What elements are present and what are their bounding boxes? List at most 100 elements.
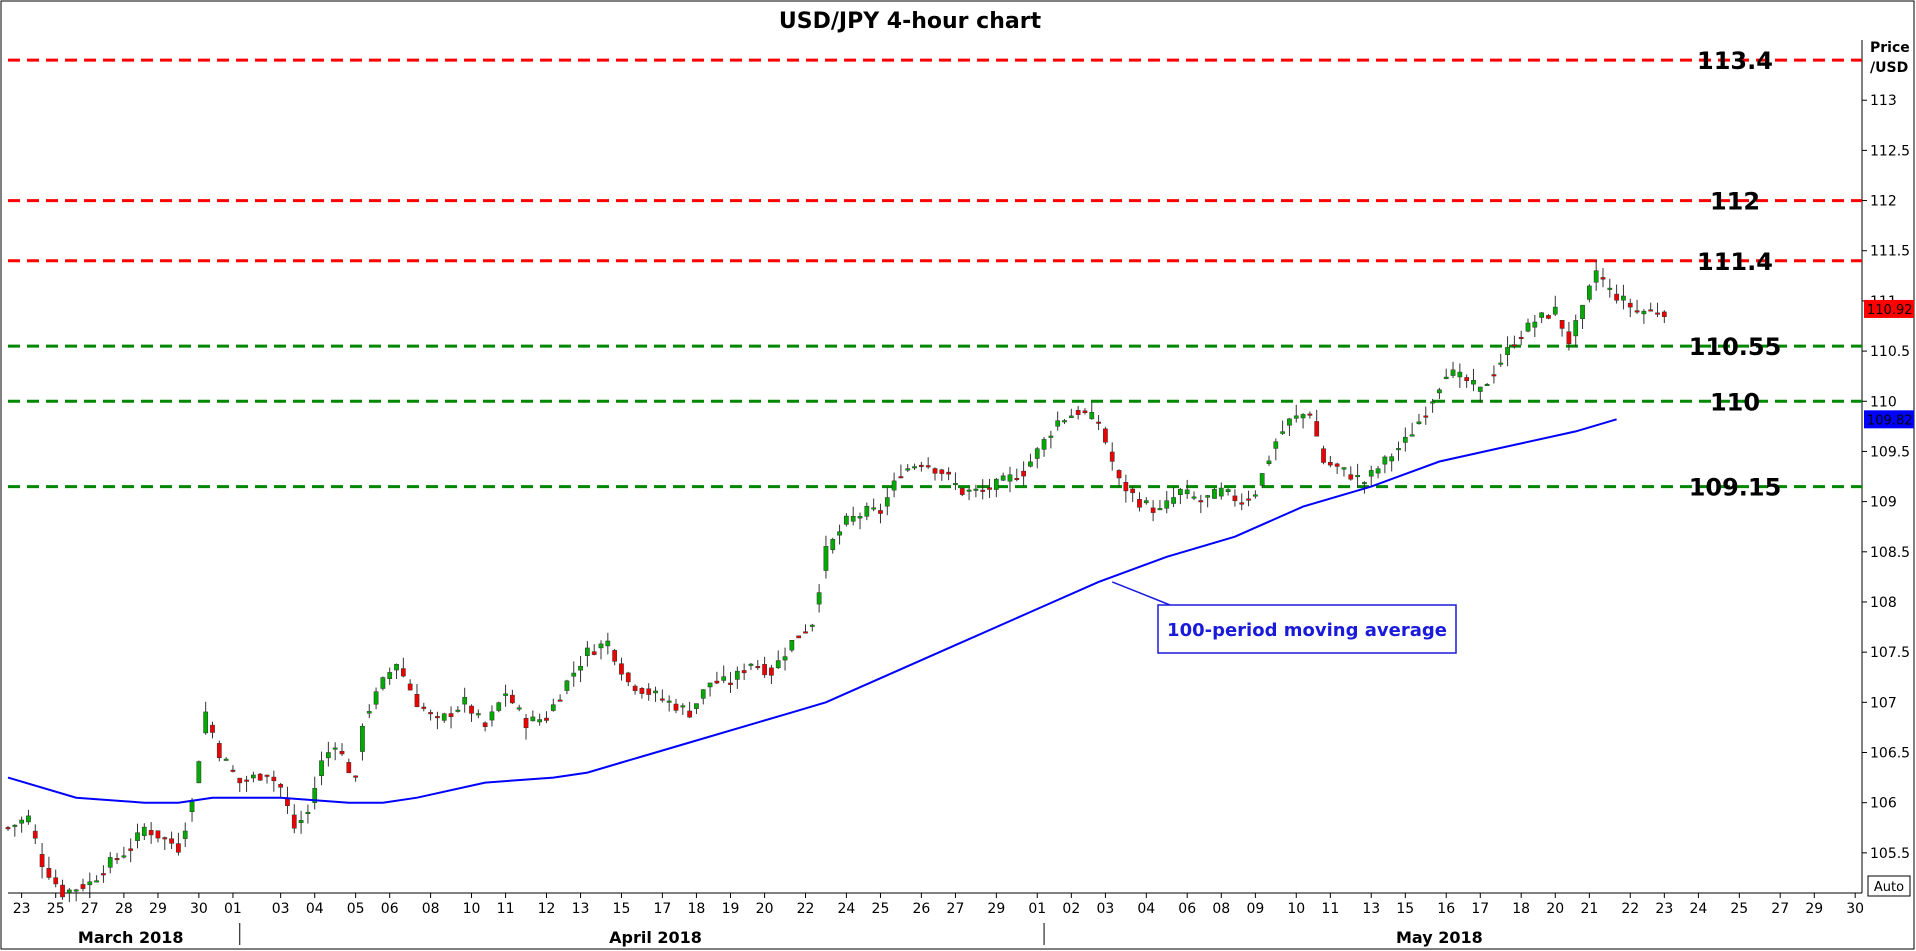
candle-body [305,811,311,814]
x-tick-label: 20 [756,901,774,917]
candle-body [1096,421,1101,424]
candle-body [1300,414,1306,419]
candle-body [523,718,529,729]
candle-body [155,830,161,839]
y-tick-label: 112.5 [1870,143,1910,159]
x-tick-label: 06 [381,901,399,917]
candle-body [196,761,202,784]
candle-body [1239,502,1245,505]
y-axis-title: Price [1870,40,1910,56]
x-tick-label: 05 [347,901,365,917]
x-tick-label: 04 [306,901,324,917]
candle-body [680,705,686,708]
candle-body [1062,420,1067,423]
candle-body [5,827,11,830]
candle-body [1505,347,1510,355]
candle-body [878,510,883,514]
candle-body [1518,336,1524,339]
candle-body [414,694,420,708]
candle-body [1150,507,1156,513]
candle-body [1443,376,1449,380]
candle-body [223,758,229,761]
y-tick-label: 106 [1870,796,1897,812]
x-tick-label: 26 [912,901,930,917]
x-tick-label: 29 [149,901,167,917]
candle-body [1409,434,1415,437]
candle-body [550,704,556,711]
candle-body [339,750,345,755]
candle-body [1607,287,1613,290]
candle-body [932,468,938,474]
candle-body [1498,362,1504,365]
candle-body [19,819,24,824]
candle-body [1532,321,1538,328]
candle-body [912,466,917,469]
candle-body [830,539,836,550]
candle-body [441,713,447,721]
x-tick-label: 30 [190,901,208,917]
candle-body [755,666,761,669]
y-tick-label: 106.5 [1870,746,1910,762]
candle-body [639,688,645,694]
candle-body [585,647,590,656]
candle-body [80,884,86,889]
candle-body [707,682,713,688]
candle-body [1634,310,1640,313]
candle-body [946,471,951,475]
month-label: April 2018 [609,928,702,947]
candle-body [60,884,65,898]
candle-body [1287,418,1292,426]
annotation-box [1157,604,1457,654]
candle-body [475,713,481,716]
candle-body [694,703,699,709]
candle-body [1184,489,1190,495]
candle-body [291,814,297,829]
candle-body [1137,498,1142,508]
x-tick-label: 22 [797,901,815,917]
y-tick-label: 112 [1870,194,1897,210]
candle-body [1089,412,1095,420]
candle-body [1614,293,1619,301]
candle-body [1232,495,1238,502]
month-label: March 2018 [78,928,184,947]
y-tick-label: 107.5 [1870,645,1910,661]
candle-body [1246,498,1251,501]
candle-body [1402,436,1408,443]
candle-body [1143,500,1149,504]
x-tick-label: 18 [1512,901,1530,917]
candle-body [469,705,474,714]
candle-body [1028,461,1033,467]
x-tick-label: 03 [272,901,290,917]
candle-body [135,832,140,841]
candle-body [1457,371,1463,378]
candle-body [312,788,318,803]
candle-body [271,776,277,782]
ma-price-badge-bg [1864,410,1914,429]
candle-body [1368,470,1374,477]
candle-body [1212,488,1217,499]
candle-body [1266,460,1272,464]
candle-body [1648,309,1654,312]
x-tick-label: 06 [1178,901,1196,917]
candle-body [162,837,168,840]
candle-body [1375,468,1381,474]
candle-body [891,480,897,491]
candle-body [26,815,31,823]
x-tick-label: 29 [1805,901,1823,917]
candle-body [919,464,924,467]
candle-body [1218,487,1224,497]
x-tick-label: 09 [1246,901,1264,917]
candle-body [360,725,365,752]
candle-body [148,830,154,836]
candle-body [769,667,774,676]
candle-body [871,507,877,510]
y-tick-label: 108.5 [1870,545,1910,561]
annotation-pointer [1111,581,1171,606]
candle-body [1580,304,1585,319]
candle-body [721,676,727,681]
candle-body [1171,497,1176,504]
candle-body [462,697,468,705]
candle-body [1082,410,1088,414]
